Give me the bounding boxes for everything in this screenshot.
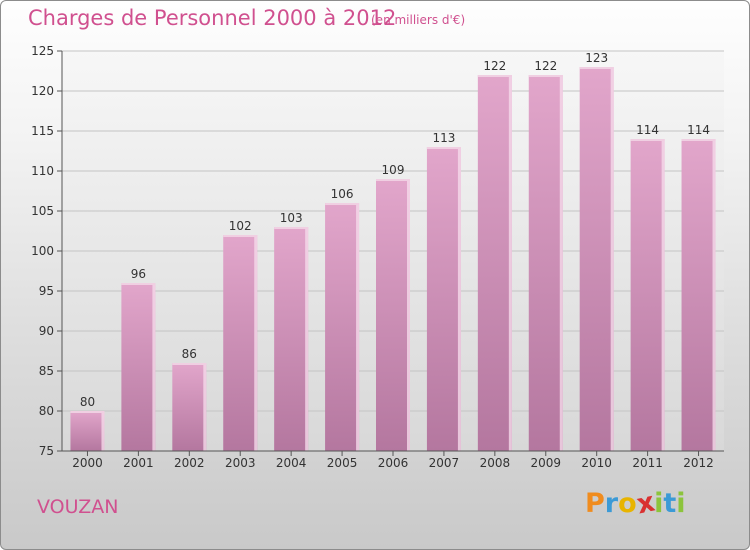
bar — [70, 411, 105, 451]
y-tick-label: 125 — [31, 44, 54, 58]
bar — [477, 75, 512, 451]
x-tick-label: 2011 — [632, 456, 663, 470]
chart-title: Charges de Personnel 2000 à 2012 — [28, 6, 397, 30]
y-tick-label: 110 — [31, 164, 54, 178]
logo-letter: i — [676, 488, 686, 519]
logo-letter: o — [618, 488, 637, 519]
data-label: 114 — [687, 123, 710, 137]
data-label: 106 — [331, 187, 354, 201]
bar-highlight — [407, 179, 410, 451]
x-tick-label: 2004 — [276, 456, 307, 470]
logo-letter: P — [585, 488, 605, 519]
x-tick-label: 2012 — [683, 456, 714, 470]
bar-highlight — [356, 203, 360, 451]
data-label: 80 — [80, 395, 95, 409]
bar — [426, 147, 461, 451]
proxiti-logo: Proxiti — [585, 487, 686, 521]
bar — [121, 283, 156, 451]
bar-top — [223, 235, 258, 237]
data-label: 109 — [382, 163, 405, 177]
bar-highlight — [457, 147, 461, 451]
bar-highlight — [610, 67, 614, 451]
data-label: 123 — [585, 51, 608, 65]
bar — [579, 67, 614, 451]
bar — [172, 363, 207, 451]
x-tick-label: 2001 — [123, 456, 154, 470]
data-label: 96 — [131, 267, 146, 281]
x-tick-label: 2008 — [480, 456, 511, 470]
data-label: 122 — [534, 59, 557, 73]
y-tick-label: 75 — [39, 444, 54, 458]
bar — [223, 235, 258, 451]
x-tick-label: 2003 — [225, 456, 256, 470]
bar-top — [681, 139, 716, 141]
y-tick-label: 95 — [39, 284, 54, 298]
bar-top — [376, 179, 410, 181]
bar-highlight — [661, 139, 665, 451]
bar-highlight — [508, 75, 512, 451]
y-tick-label: 120 — [31, 84, 54, 98]
y-tick-label: 80 — [39, 404, 54, 418]
bar-highlight — [101, 411, 105, 451]
x-tick-label: 2010 — [581, 456, 612, 470]
x-tick-label: 2009 — [530, 456, 561, 470]
bar-top — [630, 139, 665, 141]
x-tick-label: 2005 — [327, 456, 358, 470]
data-label: 114 — [636, 123, 659, 137]
bar-top — [477, 75, 512, 77]
bar-top — [579, 67, 614, 69]
x-tick-label: 2006 — [378, 456, 409, 470]
bar-highlight — [203, 363, 207, 451]
logo-letter: t — [663, 488, 677, 519]
logo-letter: r — [604, 488, 619, 519]
bar-top — [426, 147, 461, 149]
bar — [528, 75, 563, 451]
x-tick-label: 2002 — [174, 456, 205, 470]
bar — [630, 139, 665, 451]
logo-letter: i — [654, 488, 664, 519]
bar-highlight — [152, 283, 156, 451]
commune-name: VOUZAN — [37, 496, 119, 518]
bar — [325, 203, 360, 451]
y-tick-label: 90 — [39, 324, 54, 338]
data-label: 86 — [182, 347, 197, 361]
bar — [376, 179, 410, 451]
data-label: 102 — [229, 219, 252, 233]
bar — [274, 227, 309, 451]
x-tick-label: 2007 — [429, 456, 460, 470]
data-label: 113 — [432, 131, 455, 145]
y-tick-label: 105 — [31, 204, 54, 218]
bar-top — [172, 363, 207, 365]
bar-highlight — [305, 227, 309, 451]
y-tick-label: 85 — [39, 364, 54, 378]
bar-highlight — [712, 139, 716, 451]
bar-top — [121, 283, 156, 285]
bar-top — [70, 411, 105, 413]
bar-top — [528, 75, 563, 77]
chart-unit: (en milliers d'€) — [371, 13, 466, 27]
data-label: 122 — [483, 59, 506, 73]
data-label: 103 — [280, 211, 303, 225]
bar-top — [325, 203, 360, 205]
x-tick-label: 2000 — [72, 456, 103, 470]
bar-highlight — [559, 75, 563, 451]
bar — [681, 139, 716, 451]
bar-top — [274, 227, 309, 229]
y-tick-label: 115 — [31, 124, 54, 138]
bar-highlight — [254, 235, 258, 451]
y-tick-label: 100 — [31, 244, 54, 258]
